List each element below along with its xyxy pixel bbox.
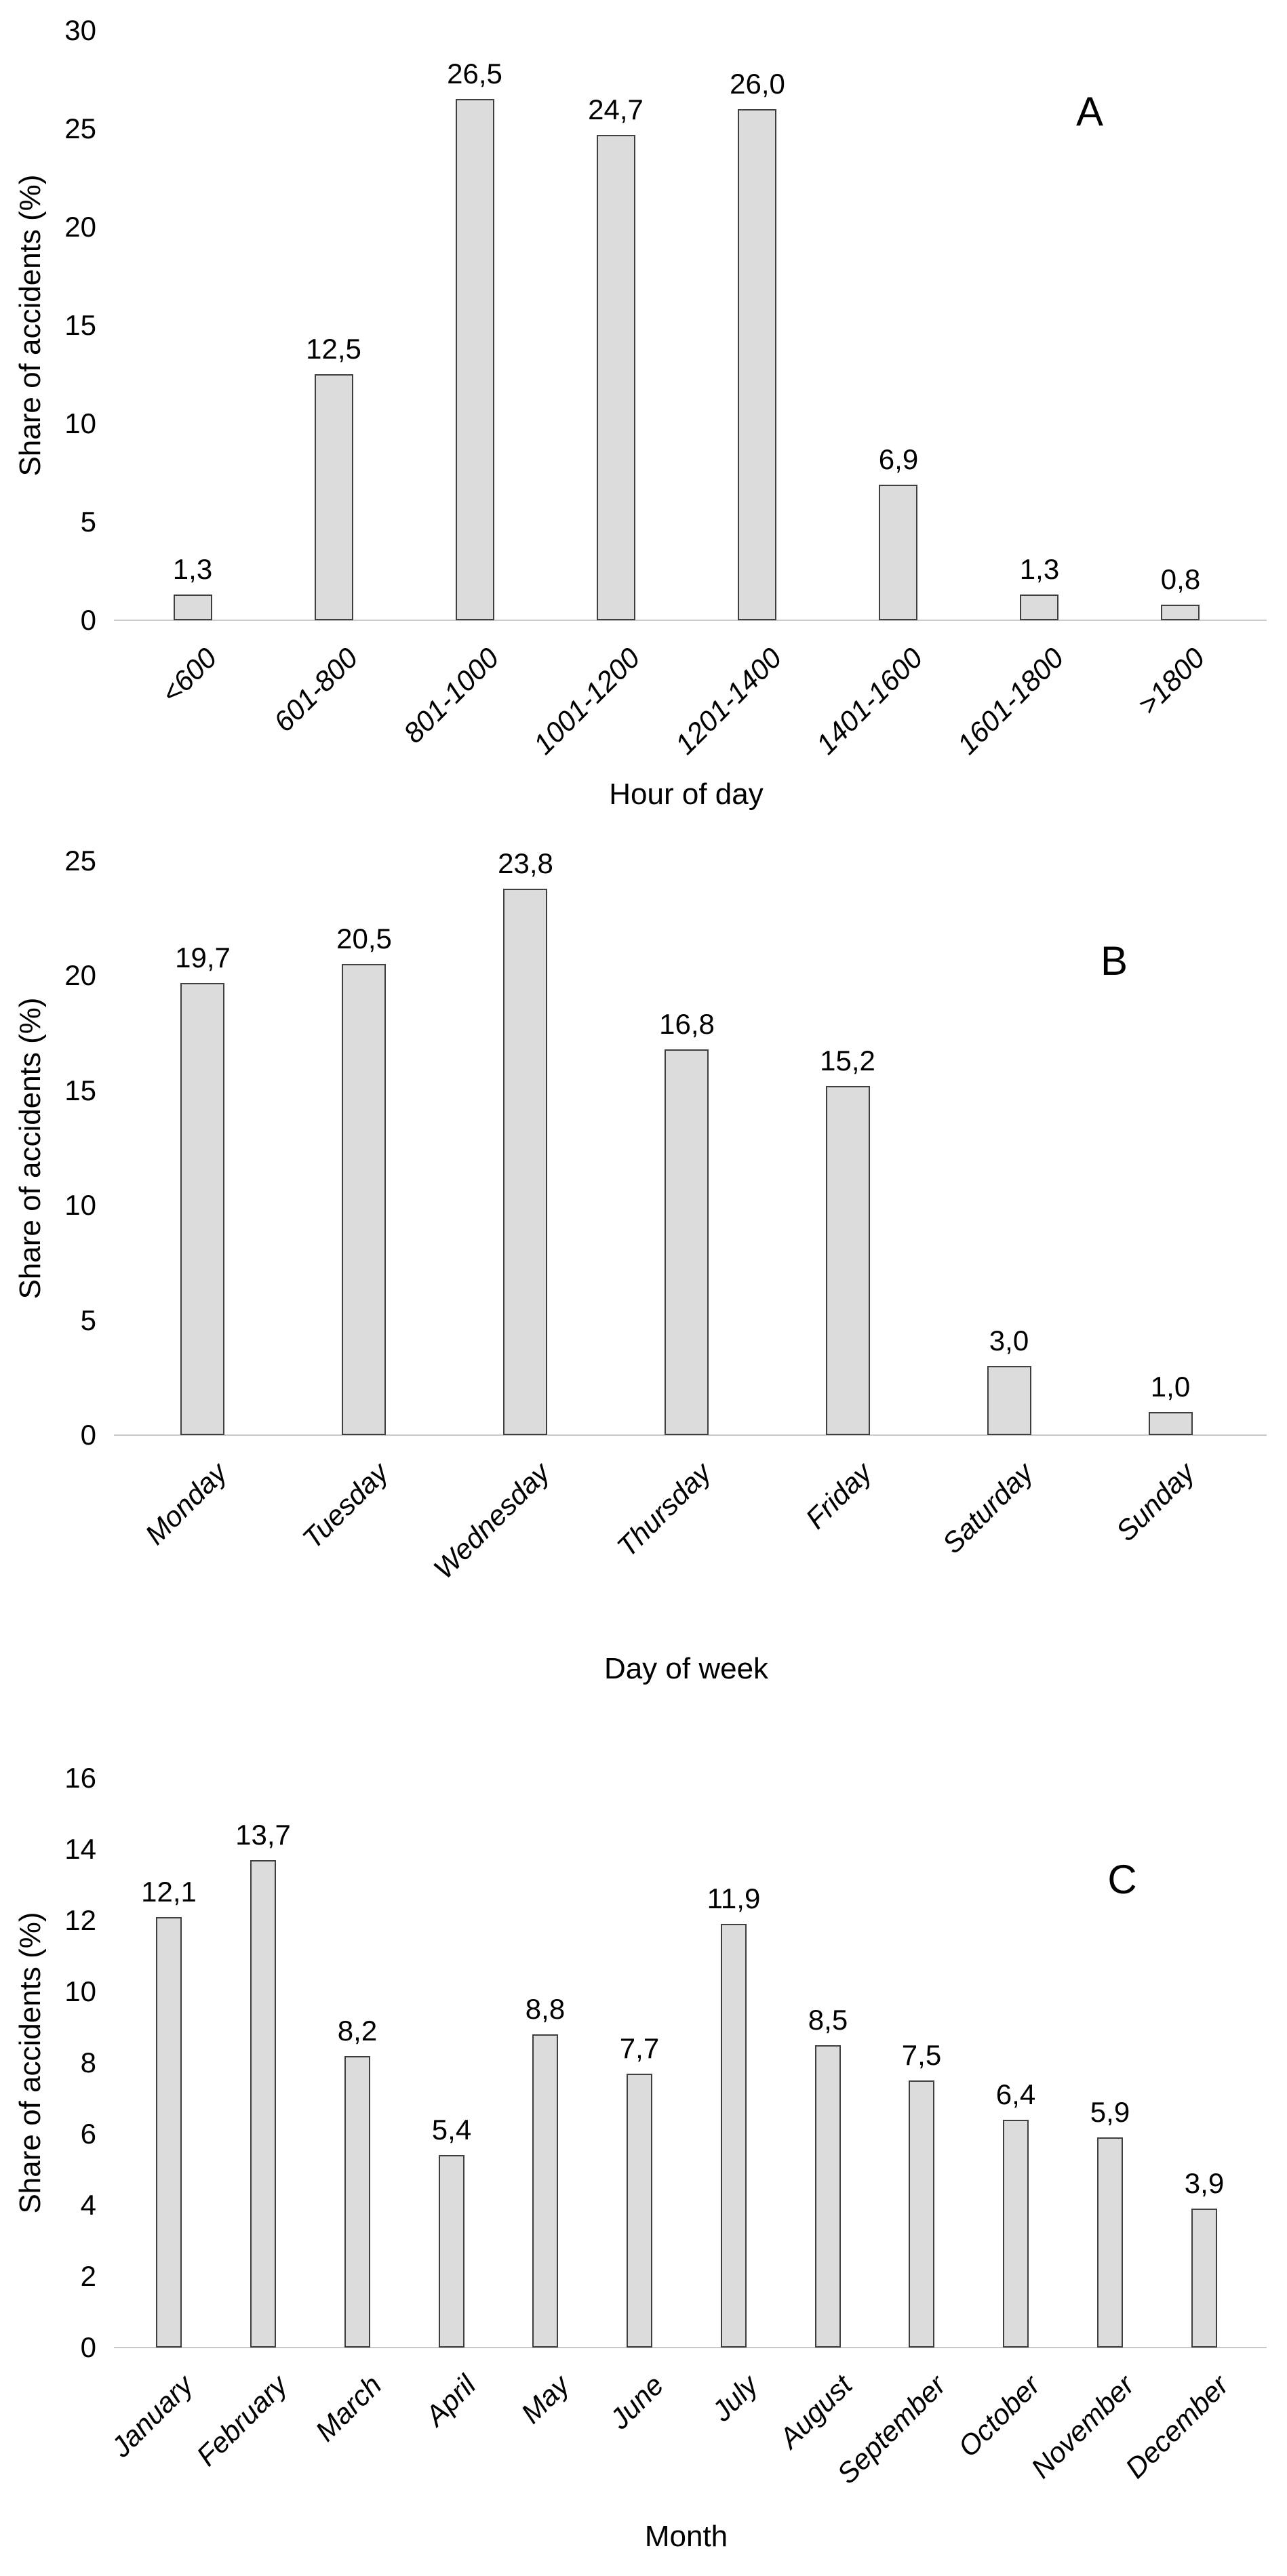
bar [1097,2137,1123,2348]
bar [627,2074,652,2348]
bar [532,2034,558,2348]
bar-value-label: 8,2 [337,2015,378,2047]
x-axis-line [114,2347,1267,2348]
bar-value-label: 3,9 [1184,2167,1225,2199]
bar [815,2045,841,2348]
y-tick-label: 20 [64,211,96,243]
panel-letter: B [1100,938,1128,984]
bar-value-label: 5,9 [1090,2096,1130,2128]
bar [665,1049,709,1435]
bar [1020,595,1058,620]
bar [738,109,776,620]
bar [342,964,386,1435]
bar [156,1917,182,2348]
bar-value-label: 15,2 [820,1045,875,1076]
x-axis-line [114,620,1267,621]
panel-letter: C [1107,1857,1137,1902]
bar-value-label: 5,4 [431,2114,472,2146]
y-axis-title: Share of accidents (%) [14,1912,47,2214]
y-tick-label: 30 [64,14,96,46]
bar [1191,2209,1217,2348]
x-axis-line [114,1434,1267,1436]
bar-value-label: 0,8 [1160,563,1201,595]
y-tick-label: 15 [64,1074,96,1106]
bar [721,1924,747,2348]
bar [180,983,224,1435]
bar [826,1086,870,1435]
bar-value-label: 8,5 [808,2004,848,2036]
panel-letter: A [1075,89,1104,134]
bar [987,1366,1031,1435]
bar [439,2155,464,2348]
bar [344,2056,370,2348]
bar [250,1860,276,2348]
bar [174,595,212,620]
bar-value-label: 1,3 [1019,553,1060,585]
y-tick-label: 25 [64,845,96,877]
y-tick-label: 20 [64,959,96,992]
bar-value-label: 12,1 [141,1876,197,1908]
bar-value-label: 8,8 [525,1993,566,2025]
bar-value-label: 7,5 [901,2039,942,2071]
y-tick-label: 15 [64,309,96,341]
x-axis-title: Hour of day [609,778,764,811]
bar [456,99,494,620]
bar [1149,1412,1193,1435]
y-tick-label: 12 [64,1904,96,1936]
bar [1161,605,1200,620]
bar-value-label: 20,5 [336,923,392,954]
y-tick-label: 4 [80,2189,96,2221]
bar [909,2080,934,2348]
y-tick-label: 5 [80,1304,96,1336]
y-tick-label: 0 [80,604,96,636]
bar-value-label: 11,9 [707,1883,761,1914]
y-tick-label: 0 [80,1419,96,1451]
bar-value-label: 12,5 [306,333,361,365]
y-tick-label: 16 [64,1762,96,1794]
bar [1003,2120,1029,2348]
bar [503,889,547,1435]
bar-value-label: 13,7 [235,1819,291,1851]
bar [315,374,353,620]
bar [597,135,635,620]
y-tick-label: 10 [64,407,96,439]
bar-value-label: 7,7 [619,2032,660,2064]
bar-value-label: 26,0 [730,68,785,100]
bar-value-label: 23,8 [498,847,553,879]
y-tick-label: 10 [64,1189,96,1222]
bar-value-label: 24,7 [588,94,644,125]
bar-value-label: 16,8 [659,1008,715,1040]
y-tick-label: 2 [80,2260,96,2292]
bar-value-label: 3,0 [989,1325,1029,1356]
bar-value-label: 1,0 [1150,1371,1191,1403]
y-tick-label: 0 [80,2331,96,2363]
bar-value-label: 1,3 [172,553,213,585]
bar-value-label: 6,4 [995,2078,1036,2110]
bar-value-label: 26,5 [447,58,502,89]
y-tick-label: 25 [64,113,96,144]
y-tick-label: 8 [80,2047,96,2078]
bar-value-label: 19,7 [175,942,231,973]
bar-value-label: 6,9 [878,443,919,475]
y-tick-label: 14 [64,1833,96,1865]
y-tick-label: 5 [80,506,96,538]
y-tick-label: 6 [80,2118,96,2150]
y-tick-label: 10 [64,1975,96,2007]
x-axis-title: Month [644,2520,728,2553]
x-axis-title: Day of week [603,1652,769,1685]
bar [879,485,917,620]
